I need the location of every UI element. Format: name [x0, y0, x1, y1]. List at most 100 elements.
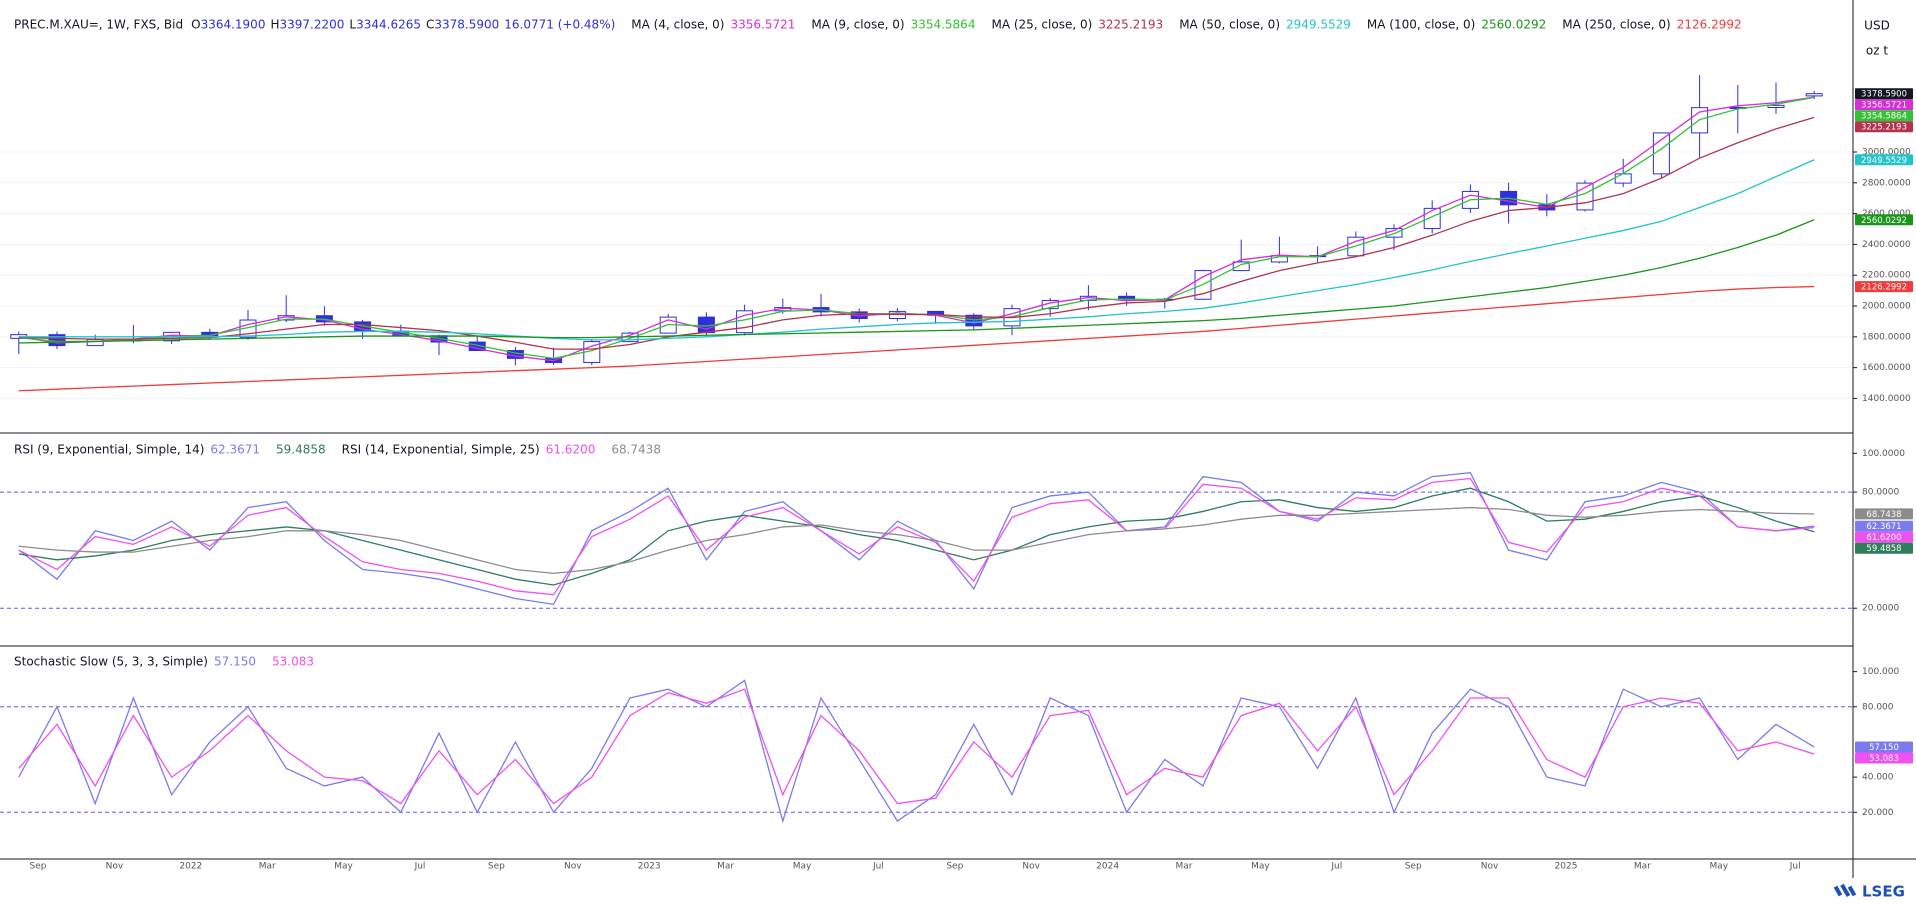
legend-text: PREC.M.XAU=, 1W, FXS, Bid: [14, 18, 183, 32]
price-tag: [1855, 752, 1913, 764]
x-tick-label: Mar: [1634, 862, 1651, 872]
legend-text: 3364.1900: [201, 18, 266, 32]
x-tick-label: Mar: [717, 862, 734, 872]
x-tick-label: Nov: [1022, 862, 1040, 872]
price-tag: [1855, 520, 1913, 532]
legend-text: 3225.2193: [1098, 18, 1163, 32]
price-tag-label: 3356.5721: [1861, 101, 1907, 111]
logo-text: LSEG: [1862, 883, 1905, 901]
legend-text: RSI (14, Exponential, Simple, 25): [342, 443, 540, 457]
candle-body: [1423, 207, 1441, 230]
x-tick-label: Jul: [414, 862, 426, 872]
legend-text: MA (9, close, 0): [811, 18, 904, 32]
legend-text: 16.0771 (+0.48%): [504, 18, 615, 32]
price-tag: [1855, 281, 1913, 293]
series-line: [18, 219, 1815, 344]
legend-text: MA (4, close, 0): [631, 18, 724, 32]
series-line: [18, 679, 1815, 824]
price-tag: [1855, 88, 1913, 100]
price-tag: [1855, 741, 1913, 753]
logo: LSEG: [1833, 883, 1905, 901]
x-tick-label: Nov: [106, 862, 124, 872]
price-tag-label: 3378.5900: [1861, 90, 1907, 100]
y-tick-label: 1600.0000: [1862, 363, 1911, 373]
y-tick-label: 3000.0000: [1862, 148, 1911, 158]
y-tick-label: 40.000: [1862, 773, 1894, 783]
candle-body: [1614, 173, 1632, 184]
candle-body: [1767, 104, 1785, 108]
x-tick-label: Jul: [1330, 862, 1342, 872]
x-tick-label: Jul: [1789, 862, 1801, 872]
price-tag-label: 62.3671: [1866, 522, 1901, 532]
y-tick-label: 2800.0000: [1862, 178, 1911, 188]
x-tick-label: 2024: [1096, 862, 1119, 872]
price-tag: [1855, 214, 1913, 226]
legend-text: O: [191, 18, 200, 32]
x-tick-label: May: [334, 862, 353, 872]
price-tag-label: 68.7438: [1866, 510, 1901, 520]
legend-text: RSI (9, Exponential, Simple, 14): [14, 443, 204, 457]
unit-label: oz t: [1866, 44, 1888, 58]
price-tag-label: 2126.2992: [1861, 283, 1907, 293]
series-line: [18, 116, 1815, 350]
price-tag-label: 53.083: [1869, 754, 1899, 764]
series-line: [18, 159, 1815, 341]
legend-text: MA (50, close, 0): [1179, 18, 1280, 32]
candle-body: [86, 338, 104, 347]
logo-icon: [1833, 885, 1843, 897]
x-tick-label: 2025: [1555, 862, 1578, 872]
x-tick-label: May: [793, 862, 812, 872]
series-line: [18, 477, 1815, 596]
x-tick-label: May: [1251, 862, 1270, 872]
legend-text: 57.150: [214, 655, 256, 669]
y-tick-label: 1800.0000: [1862, 332, 1911, 342]
y-tick-label: 100.000: [1862, 667, 1899, 677]
logo-icon: [1840, 883, 1851, 898]
y-tick-label: 1400.0000: [1862, 394, 1911, 404]
x-tick-label: Sep: [30, 862, 47, 872]
candle-body: [1805, 93, 1823, 97]
legend-text: 3344.6265: [356, 18, 421, 32]
legend-text: MA (25, close, 0): [991, 18, 1092, 32]
price-tag: [1855, 508, 1913, 520]
y-tick-label: 20.0000: [1862, 604, 1899, 614]
price-tag-label: 3354.5864: [1861, 112, 1907, 122]
legend-text: MA (100, close, 0): [1367, 18, 1475, 32]
legend-text: H: [270, 18, 279, 32]
series-line: [18, 285, 1815, 392]
x-tick-label: 2022: [179, 862, 202, 872]
legend-text: 3354.5864: [911, 18, 976, 32]
x-tick-label: Sep: [1405, 862, 1422, 872]
legend-text: 53.083: [272, 655, 314, 669]
currency-label: USD: [1864, 19, 1890, 33]
legend-text: 61.6200: [546, 443, 596, 457]
legend-text: 3378.5900: [434, 18, 499, 32]
legend-text: 62.3671: [210, 443, 260, 457]
legend-text: 2949.5529: [1286, 18, 1351, 32]
series-line: [18, 472, 1815, 606]
legend-text: 3397.2200: [280, 18, 345, 32]
y-tick-label: 2000.0000: [1862, 302, 1911, 312]
x-tick-label: May: [1709, 862, 1728, 872]
legend-text: 3356.5721: [730, 18, 795, 32]
price-tag: [1855, 121, 1913, 133]
price-tag: [1855, 542, 1913, 554]
x-tick-label: Sep: [946, 862, 963, 872]
y-tick-label: 80.0000: [1862, 488, 1899, 498]
price-tag: [1855, 531, 1913, 543]
y-tick-label: 80.000: [1862, 702, 1894, 712]
x-tick-label: Mar: [1176, 862, 1193, 872]
price-tag-label: 61.6200: [1866, 533, 1901, 543]
legend-text: L: [349, 18, 356, 32]
x-tick-label: Nov: [564, 862, 582, 872]
price-tag-label: 3225.2193: [1861, 123, 1907, 133]
x-tick-label: 2023: [638, 862, 661, 872]
legend-text: 2560.0292: [1481, 18, 1546, 32]
y-tick-label: 20.000: [1862, 808, 1894, 818]
x-tick-label: Mar: [259, 862, 276, 872]
y-tick-label: 2400.0000: [1862, 240, 1911, 250]
x-tick-label: Sep: [488, 862, 505, 872]
x-tick-label: Nov: [1481, 862, 1499, 872]
